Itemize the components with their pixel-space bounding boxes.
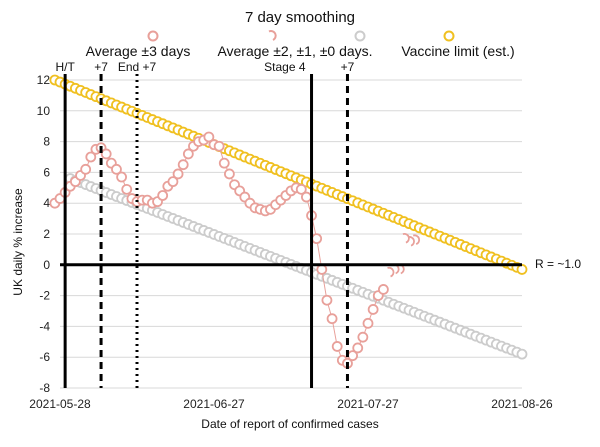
legend-item-1: Average ±2, ±1, ±0 days. [217, 30, 373, 59]
partial-point-0 [387, 266, 395, 278]
average-point-7 [85, 151, 97, 163]
partial-point-3 [402, 232, 410, 244]
series-grey [64, 173, 528, 360]
y-tick-9: 10 [37, 104, 51, 118]
average-line [54, 136, 384, 365]
x-tick-0: 2021-05-28 [29, 397, 91, 411]
y-tick-labels: -8 -6 -4 -2 0 2 4 6 8 10 12 [37, 73, 51, 395]
y-tick-4: 0 [43, 258, 50, 272]
x-tick-2: 2021-07-27 [337, 397, 399, 411]
series-layer [49, 74, 528, 369]
x-tick-3: 2021-08-26 [491, 397, 553, 411]
legend-label-0: Average ±3 days [86, 43, 191, 59]
average-point-13 [116, 171, 127, 183]
average-point-55 [331, 341, 343, 352]
y-tick-7: 6 [43, 165, 50, 179]
average-point-61 [362, 317, 374, 329]
average-point-59 [352, 342, 364, 354]
average-point-21 [157, 190, 169, 201]
legend-marker-0 [147, 30, 159, 42]
ref-label-3: Stage 4 [264, 60, 306, 74]
legend-item-0: Average ±3 days [86, 30, 191, 59]
y-tick-8: 8 [43, 135, 50, 149]
ref-label-2: End +7 [118, 60, 157, 74]
y-tick-6: 4 [43, 196, 50, 210]
average-point-34 [223, 168, 235, 180]
legend: Average ±3 days Average ±2, ±1, ±0 days.… [86, 30, 515, 59]
series-partial-average [387, 232, 421, 278]
x-tick-1: 2021-06-27 [183, 397, 245, 411]
average-point-64 [377, 284, 389, 295]
legend-marker-3 [443, 30, 455, 42]
x-axis-label: Date of report of confirmed cases [201, 417, 378, 431]
average-point-30 [203, 131, 215, 143]
average-point-25 [177, 159, 189, 171]
partial-point-5 [412, 234, 421, 246]
y-tick-3: -2 [39, 289, 50, 303]
average-point-10 [100, 148, 112, 160]
legend-marker-2 [354, 30, 366, 42]
y-tick-2: -4 [39, 319, 50, 333]
average-point-23 [167, 176, 179, 188]
grid-layer [60, 79, 522, 389]
grey-point-88 [516, 348, 528, 360]
average-point-48 [295, 183, 307, 195]
average-point-6 [80, 163, 92, 175]
y-tick-10: 12 [37, 73, 51, 87]
legend-label-3: Vaccine limit (est.) [401, 43, 514, 59]
average-point-49 [300, 191, 312, 203]
reference-lines: H/T +7 End +7 Stage 4 +7 [55, 60, 355, 388]
average-point-51 [311, 233, 323, 245]
y-tick-5: 2 [43, 227, 50, 241]
chart-title: 7 day smoothing [245, 9, 355, 26]
y-axis-label: UK daily % increase [11, 188, 25, 296]
legend-marker-1 [268, 30, 277, 41]
ref-label-1: +7 [94, 60, 108, 74]
legend-item-3: Vaccine limit (est.) [401, 30, 515, 59]
r-annotation: R = ~1.0 [535, 257, 581, 271]
average-point-62 [367, 304, 379, 315]
x-tick-labels: 2021-05-28 2021-06-27 2021-07-27 2021-08-26 [29, 397, 553, 411]
average-point-60 [357, 331, 369, 343]
ref-label-0: H/T [55, 60, 75, 74]
legend-label-1: Average ±2, ±1, ±0 days. [217, 43, 372, 59]
y-tick-0: -8 [39, 381, 50, 395]
average-point-24 [172, 168, 184, 180]
average-point-33 [218, 157, 230, 169]
average-point-53 [321, 294, 333, 306]
average-point-14 [121, 183, 133, 195]
average-point-32 [213, 140, 225, 152]
average-point-26 [182, 148, 194, 160]
ref-label-4: +7 [341, 60, 355, 74]
average-point-54 [326, 313, 338, 325]
partial-point-4 [407, 236, 415, 247]
average-point-12 [111, 163, 122, 175]
y-tick-1: -6 [39, 350, 50, 364]
